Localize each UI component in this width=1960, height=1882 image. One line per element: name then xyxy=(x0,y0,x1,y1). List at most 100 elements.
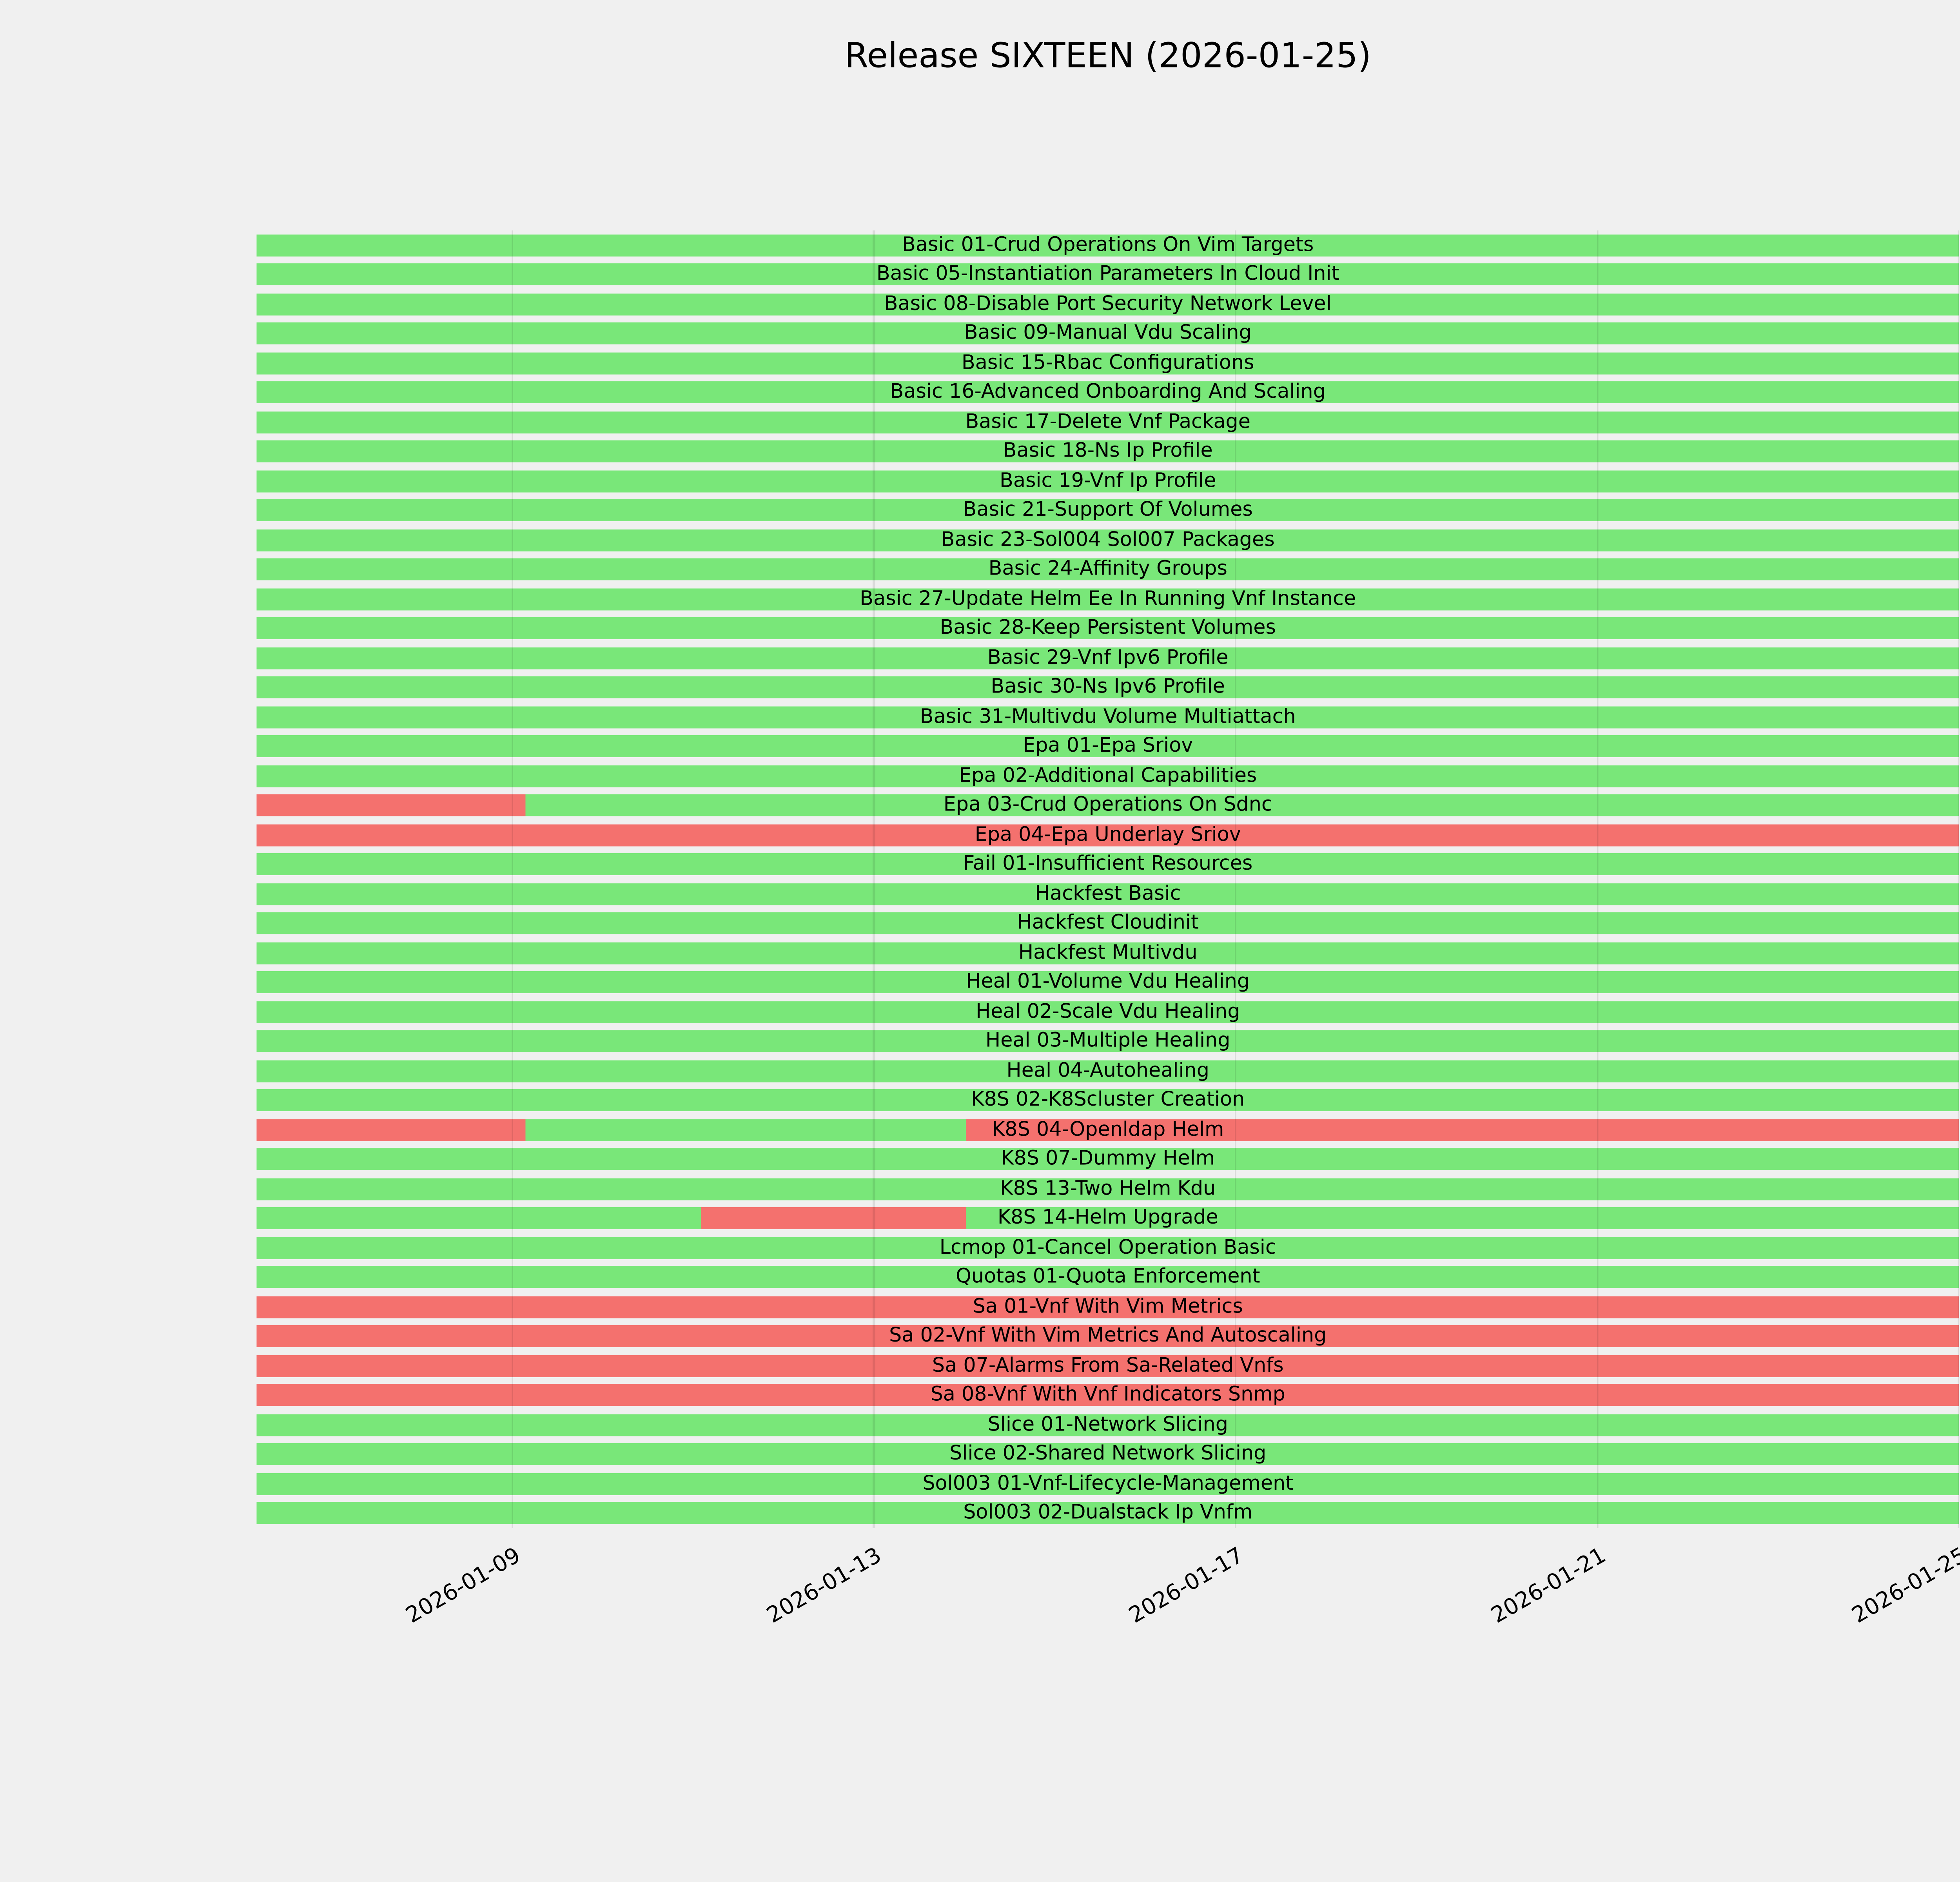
grid-line xyxy=(1596,230,1598,1528)
task-bar-segment-pass xyxy=(256,1207,701,1229)
task-label: Sa 02-Vnf With Vim Metrics And Autoscali… xyxy=(889,1325,1327,1347)
task-row: Basic 27-Update Helm Ee In Running Vnf I… xyxy=(256,588,1959,610)
task-row: Basic 28-Keep Persistent Volumes xyxy=(256,617,1959,640)
task-label: Basic 31-Multivdu Volume Multiattach xyxy=(920,706,1296,728)
task-row: Basic 30-Ns Ipv6 Profile xyxy=(256,676,1959,699)
task-row: Slice 01-Network Slicing xyxy=(256,1414,1959,1436)
x-tick-label: 2026-01-13 xyxy=(762,1542,886,1628)
task-bar-segment-pass xyxy=(256,411,1959,433)
task-label: Basic 29-Vnf Ipv6 Profile xyxy=(987,647,1229,669)
task-row: Fail 01-Insufficient Resources xyxy=(256,853,1959,876)
task-row: Epa 02-Additional Capabilities xyxy=(256,765,1959,787)
task-row: Sa 02-Vnf With Vim Metrics And Autoscali… xyxy=(256,1325,1959,1347)
task-bar-segment-pass xyxy=(256,1502,1959,1525)
task-row: Sa 07-Alarms From Sa-Related Vnfs xyxy=(256,1355,1959,1377)
task-label: Basic 30-Ns Ipv6 Profile xyxy=(991,676,1225,699)
task-row: Heal 01-Volume Vdu Healing xyxy=(256,971,1959,994)
x-tick-label: 2026-01-17 xyxy=(1124,1542,1248,1628)
task-row: Epa 01-Epa Sriov xyxy=(256,735,1959,758)
task-bar-segment-pass xyxy=(256,1030,1959,1053)
task-label: Basic 27-Update Helm Ee In Running Vnf I… xyxy=(860,588,1356,610)
task-bar-segment-pass xyxy=(256,1001,1959,1023)
task-label: Epa 02-Additional Capabilities xyxy=(959,765,1257,787)
task-bar-segment-pass xyxy=(256,529,1959,551)
task-bar-segment-pass xyxy=(256,1089,1959,1111)
task-label: Hackfest Multivdu xyxy=(1018,942,1198,964)
task-row: Basic 05-Instantiation Parameters In Clo… xyxy=(256,263,1959,286)
task-bar-segment-pass xyxy=(256,1148,1959,1171)
task-bar-segment-pass xyxy=(256,735,1959,758)
task-label: Fail 01-Insufficient Resources xyxy=(963,853,1253,876)
task-row: Hackfest Basic xyxy=(256,883,1959,905)
task-row: Basic 09-Manual Vdu Scaling xyxy=(256,323,1959,345)
task-bar-segment-fail xyxy=(256,1325,1959,1347)
task-bar-segment-pass xyxy=(256,853,1959,876)
task-bar-segment-pass xyxy=(256,1414,1959,1436)
task-label: Quotas 01-Quota Enforcement xyxy=(955,1266,1260,1289)
task-row: Sol003 01-Vnf-Lifecycle-Management xyxy=(256,1473,1959,1495)
task-bar-segment-pass xyxy=(256,323,1959,345)
grid-line xyxy=(873,230,875,1528)
task-bar-segment-pass xyxy=(256,1473,1959,1495)
task-bar-segment-fail xyxy=(256,824,1959,846)
task-bar-segment-pass xyxy=(256,1060,1959,1082)
task-row: Lcmop 01-Cancel Operation Basic xyxy=(256,1237,1959,1259)
task-bar-segment-pass xyxy=(256,971,1959,994)
task-label: Heal 03-Multiple Healing xyxy=(985,1030,1230,1053)
task-row: K8S 04-Openldap Helm xyxy=(256,1119,1960,1141)
task-row: Hackfest Multivdu xyxy=(256,942,1959,964)
task-bar-segment-pass xyxy=(256,706,1959,728)
task-label: K8S 13-Two Helm Kdu xyxy=(1000,1178,1216,1200)
task-row: Basic 23-Sol004 Sol007 Packages xyxy=(256,529,1959,551)
task-label: K8S 04-Openldap Helm xyxy=(992,1119,1224,1141)
task-label: Sol003 02-Dualstack Ip Vnfm xyxy=(963,1502,1253,1525)
task-row: Heal 04-Autohealing xyxy=(256,1060,1959,1082)
task-label: Basic 23-Sol004 Sol007 Packages xyxy=(941,529,1275,551)
task-bar-segment-pass xyxy=(256,942,1959,964)
task-bar-segment-pass xyxy=(256,765,1959,787)
x-axis: 2026-01-09 2026-01-13 2026-01-17 2026-01-21… xyxy=(257,1528,1960,1775)
task-bar-segment-pass xyxy=(256,1178,1959,1200)
task-bar-segment-fail xyxy=(966,1119,1959,1141)
task-label: Sa 08-Vnf With Vnf Indicators Snmp xyxy=(930,1384,1285,1407)
task-bar-segment-pass xyxy=(256,558,1959,581)
grid-line xyxy=(1958,230,1960,1528)
task-bar-segment-pass xyxy=(525,1119,967,1141)
task-label: K8S 02-K8Scluster Creation xyxy=(971,1089,1245,1111)
task-row: Sa 01-Vnf With Vim Metrics xyxy=(256,1296,1959,1318)
x-tick-label: 2026-01-25 xyxy=(1847,1542,1960,1628)
task-label: Heal 04-Autohealing xyxy=(1006,1060,1209,1082)
task-bar-segment-pass xyxy=(256,470,1959,492)
task-label: Lcmop 01-Cancel Operation Basic xyxy=(939,1237,1276,1259)
task-bar-segment-pass xyxy=(256,499,1959,522)
task-row: K8S 07-Dummy Helm xyxy=(256,1148,1959,1171)
task-bar-segment-pass xyxy=(256,234,1959,256)
x-tick-label: 2026-01-09 xyxy=(401,1542,525,1628)
task-label: Slice 01-Network Slicing xyxy=(987,1414,1228,1436)
task-label: Sa 01-Vnf With Vim Metrics xyxy=(973,1296,1243,1318)
task-row: Basic 17-Delete Vnf Package xyxy=(256,411,1959,433)
task-label: Hackfest Cloudinit xyxy=(1017,912,1199,935)
task-bar-segment-pass xyxy=(256,293,1959,315)
task-label: K8S 14-Helm Upgrade xyxy=(997,1207,1218,1229)
x-tick-label: 2026-01-21 xyxy=(1486,1542,1610,1628)
task-bar-segment-pass xyxy=(256,912,1959,935)
task-row: Basic 31-Multivdu Volume Multiattach xyxy=(256,706,1959,728)
task-row: Basic 15-Rbac Configurations xyxy=(256,352,1959,374)
task-bar-segment-fail xyxy=(256,794,526,817)
task-bar-segment-pass xyxy=(256,352,1959,374)
task-row: Epa 04-Epa Underlay Sriov xyxy=(256,824,1959,846)
task-label: Heal 01-Volume Vdu Healing xyxy=(966,971,1250,994)
task-row: Sol003 02-Dualstack Ip Vnfm xyxy=(256,1502,1959,1525)
task-row: K8S 14-Helm Upgrade xyxy=(256,1207,1960,1229)
task-label: Epa 01-Epa Sriov xyxy=(1023,735,1193,758)
task-bar-segment-fail xyxy=(256,1119,526,1141)
task-bar-segment-pass xyxy=(256,588,1959,610)
task-label: Basic 01-Crud Operations On Vim Targets xyxy=(902,234,1314,256)
task-label: K8S 07-Dummy Helm xyxy=(1001,1148,1215,1171)
task-bar-segment-pass xyxy=(256,617,1959,640)
task-bar-segment-pass xyxy=(256,1237,1959,1259)
task-bar-segment-fail xyxy=(256,1355,1959,1377)
task-label: Basic 16-Advanced Onboarding And Scaling xyxy=(890,381,1326,404)
task-label: Basic 19-Vnf Ip Profile xyxy=(1000,470,1216,492)
